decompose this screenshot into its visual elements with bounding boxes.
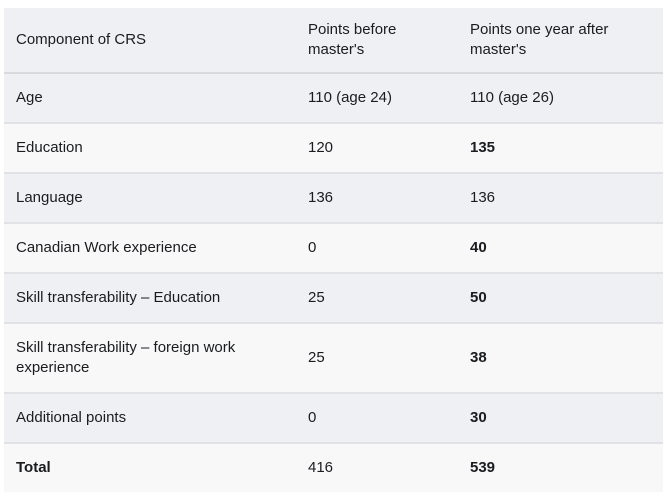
- table-row: Additional points 0 30: [4, 393, 663, 443]
- table-row: Skill transferability – foreign work exp…: [4, 323, 663, 393]
- component-cell: Total: [16, 459, 51, 476]
- header-points-after: Points one year after master's: [470, 21, 609, 58]
- table-row: Canadian Work experience 0 40: [4, 223, 663, 273]
- points-after-cell: 539: [470, 459, 496, 476]
- header-row: Component of CRS Points before master's …: [4, 8, 663, 73]
- points-before-cell: 25: [308, 349, 325, 366]
- points-after-cell: 136: [470, 189, 496, 206]
- points-before-cell: 0: [308, 409, 317, 426]
- points-after-cell: 50: [470, 289, 487, 306]
- component-cell: Age: [16, 89, 43, 106]
- crs-points-table: Component of CRS Points before master's …: [4, 8, 663, 492]
- table-row: Education 120 135: [4, 123, 663, 173]
- component-cell: Skill transferability – Education: [16, 289, 221, 306]
- component-cell: Language: [16, 189, 83, 206]
- table-header: Component of CRS Points before master's …: [4, 8, 663, 73]
- points-before-cell: 110 (age 24): [308, 89, 392, 106]
- points-before-cell: 0: [308, 239, 317, 256]
- component-cell: Canadian Work experience: [16, 239, 197, 256]
- component-cell: Additional points: [16, 409, 127, 426]
- points-after-cell: 40: [470, 239, 487, 256]
- table-row: Age 110 (age 24) 110 (age 26): [4, 73, 663, 123]
- points-before-cell: 136: [308, 189, 334, 206]
- table-body: Age 110 (age 24) 110 (age 26) Education 120 1…: [4, 73, 663, 492]
- points-before-cell: 120: [308, 139, 334, 156]
- points-after-cell: 38: [470, 349, 487, 366]
- table-row: Skill transferability – Education 25 50: [4, 273, 663, 323]
- points-before-cell: 416: [308, 459, 334, 476]
- component-cell: Skill transferability – foreign work exp…: [16, 339, 236, 376]
- points-after-cell: 135: [470, 139, 496, 156]
- header-component-of-crs: Component of CRS: [16, 31, 147, 48]
- table-row: Language 136 136: [4, 173, 663, 223]
- component-cell: Education: [16, 139, 83, 156]
- points-after-cell: 110 (age 26): [470, 89, 554, 106]
- points-before-cell: 25: [308, 289, 325, 306]
- crs-points-table-container: Component of CRS Points before master's …: [4, 8, 663, 492]
- header-points-before: Points before master's: [308, 21, 397, 58]
- table-row: Total 416 539: [4, 443, 663, 492]
- points-after-cell: 30: [470, 409, 487, 426]
